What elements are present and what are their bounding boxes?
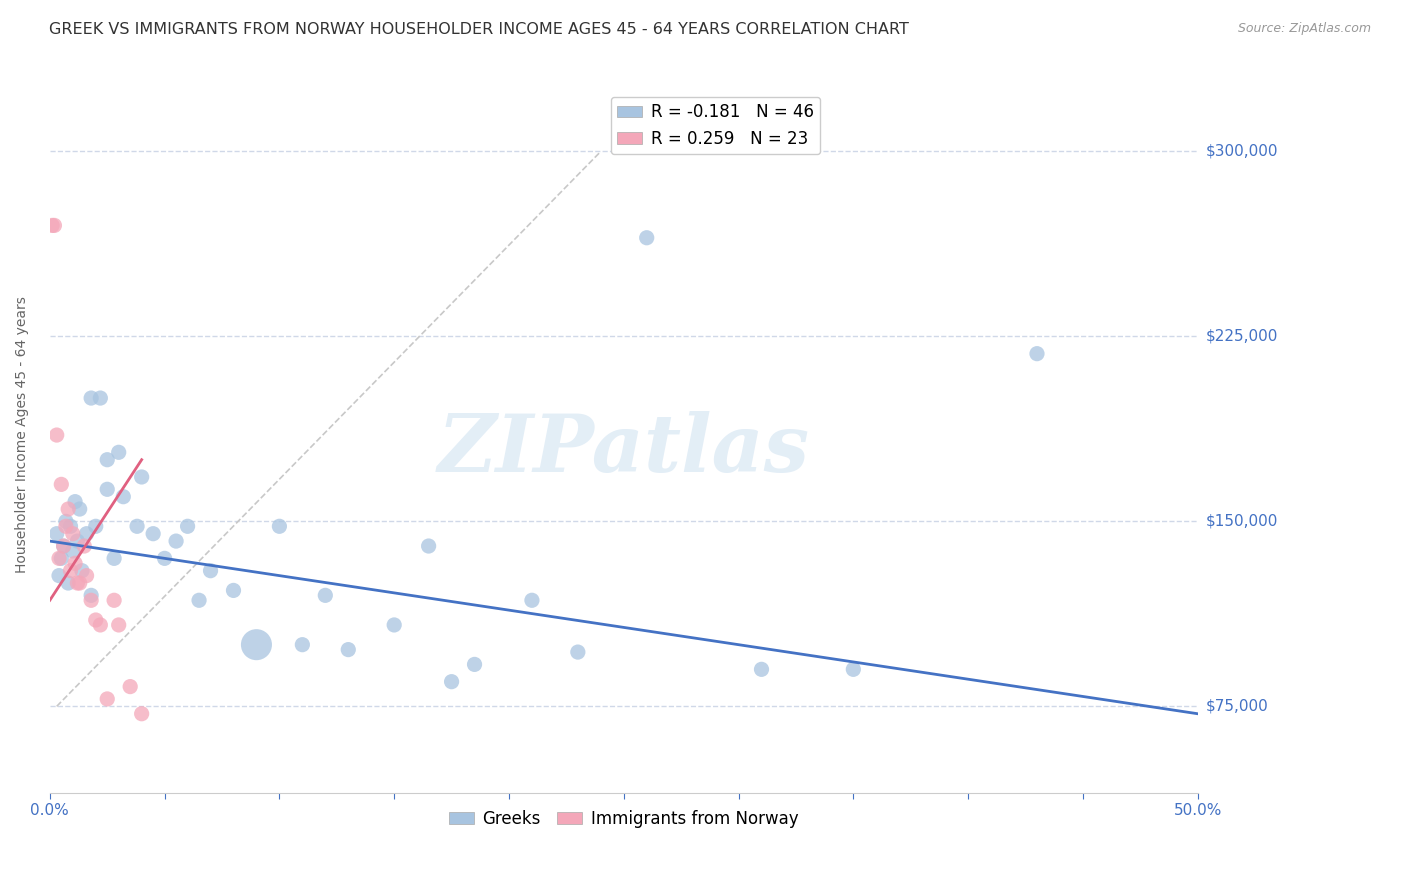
Point — [63, 494, 86, 508]
Point — [52, 539, 75, 553]
Point — [165, 534, 187, 549]
Point — [48, 568, 70, 582]
Point — [131, 706, 153, 721]
Point — [51, 477, 73, 491]
Point — [103, 551, 125, 566]
Point — [418, 539, 440, 553]
Point — [188, 593, 211, 607]
Point — [842, 662, 865, 676]
Point — [52, 539, 75, 553]
Point — [440, 674, 463, 689]
Point — [153, 551, 176, 566]
Point — [76, 568, 98, 582]
Point — [107, 445, 129, 459]
Point — [382, 618, 405, 632]
Point — [62, 526, 84, 541]
Point — [96, 692, 118, 706]
Text: $150,000: $150,000 — [1206, 514, 1278, 529]
Point — [200, 564, 222, 578]
Point — [69, 502, 91, 516]
Point — [96, 452, 118, 467]
Point — [66, 576, 89, 591]
Text: GREEK VS IMMIGRANTS FROM NORWAY HOUSEHOLDER INCOME AGES 45 - 64 YEARS CORRELATIO: GREEK VS IMMIGRANTS FROM NORWAY HOUSEHOL… — [49, 22, 910, 37]
Point — [107, 618, 129, 632]
Point — [69, 576, 91, 591]
Point — [96, 483, 118, 497]
Point — [314, 588, 336, 602]
Point — [269, 519, 291, 533]
Point — [76, 526, 98, 541]
Point — [55, 519, 77, 533]
Point — [58, 576, 80, 591]
Y-axis label: Householder Income Ages 45 - 64 years: Householder Income Ages 45 - 64 years — [15, 297, 30, 574]
Point — [59, 564, 82, 578]
Point — [84, 613, 107, 627]
Point — [41, 219, 63, 233]
Point — [80, 588, 103, 602]
Point — [103, 593, 125, 607]
Point — [112, 490, 135, 504]
Point — [80, 391, 103, 405]
Point — [62, 544, 84, 558]
Text: $300,000: $300,000 — [1206, 144, 1278, 159]
Point — [636, 231, 658, 245]
Point — [125, 519, 148, 533]
Point — [337, 642, 360, 657]
Point — [80, 593, 103, 607]
Text: Source: ZipAtlas.com: Source: ZipAtlas.com — [1237, 22, 1371, 36]
Point — [1026, 346, 1049, 360]
Text: ZIPatlas: ZIPatlas — [437, 410, 810, 488]
Point — [45, 428, 67, 442]
Point — [55, 514, 77, 528]
Text: $75,000: $75,000 — [1206, 698, 1268, 714]
Point — [45, 526, 67, 541]
Point — [84, 519, 107, 533]
Point — [520, 593, 543, 607]
Point — [89, 618, 111, 632]
Point — [291, 638, 314, 652]
Point — [131, 470, 153, 484]
Point — [751, 662, 773, 676]
Point — [44, 219, 66, 233]
Point — [66, 534, 89, 549]
Point — [176, 519, 198, 533]
Point — [142, 526, 165, 541]
Point — [120, 680, 142, 694]
Point — [59, 519, 82, 533]
Point — [48, 551, 70, 566]
Point — [567, 645, 589, 659]
Point — [245, 638, 267, 652]
Text: $225,000: $225,000 — [1206, 329, 1278, 344]
Point — [63, 556, 86, 570]
Point — [73, 539, 96, 553]
Legend: Greeks, Immigrants from Norway: Greeks, Immigrants from Norway — [443, 803, 806, 834]
Point — [222, 583, 245, 598]
Point — [464, 657, 486, 672]
Point — [58, 502, 80, 516]
Point — [70, 564, 93, 578]
Point — [51, 551, 73, 566]
Point — [89, 391, 111, 405]
